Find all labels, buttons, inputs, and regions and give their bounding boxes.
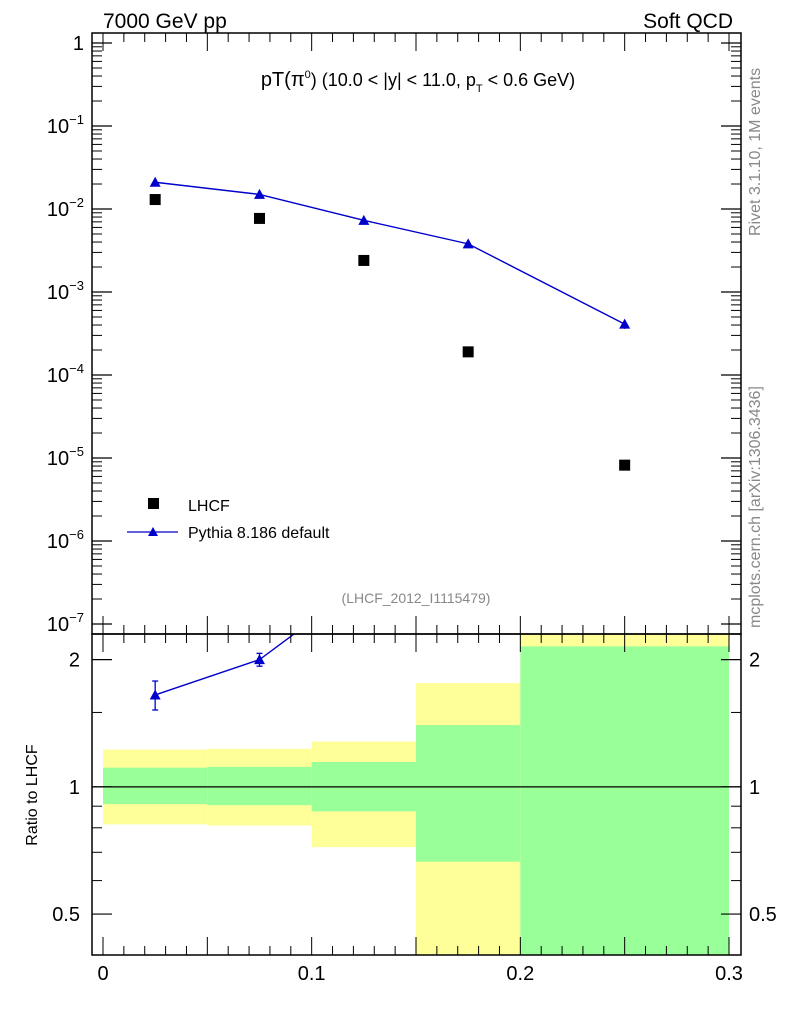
legend: LHCF Pythia 8.186 default: [127, 498, 330, 542]
main-y-tick-label: 10−2: [47, 195, 84, 221]
ratio-x-tick-label: 0.2: [506, 963, 534, 985]
main-plot: [149, 176, 631, 471]
ratio-y-tick-label: 2: [69, 650, 80, 672]
main-y-tick-label: 10−3: [47, 278, 84, 304]
ratio-pythia-line: [154, 633, 295, 696]
ratio-y-tick-label-right: 2: [749, 650, 760, 672]
legend-pythia-label: Pythia 8.186 default: [188, 525, 330, 542]
ratio-pythia-point: [149, 689, 161, 700]
pythia-point: [462, 238, 474, 249]
ratio-y-tick-label: 1: [69, 777, 80, 799]
pythia-point: [149, 176, 161, 187]
lhcf-point: [358, 254, 370, 266]
ratio-x-tick-label: 0: [97, 963, 108, 985]
lhcf-point: [254, 212, 265, 224]
ratio-band-green-1: [207, 766, 312, 806]
main-y-tick-label: 10−1: [47, 112, 84, 138]
side-label-bottom: mcplots.cern.ch [arXiv:1306.3436]: [747, 386, 764, 628]
axis-ticks: 1 10−1 10−2 10−3 10−4 10−5 10−6 10−7 0 0.1 0.2 0.3 0…: [47, 33, 777, 985]
legend-pythia-marker: [148, 527, 158, 536]
lhcf-point: [149, 194, 161, 206]
ratio-x-tick-label: 0.1: [298, 963, 326, 985]
ratio-x-tick-label: 0.3: [715, 963, 743, 985]
ratio-y-axis-label: Ratio to LHCF: [24, 744, 41, 846]
lhcf-point: [462, 346, 474, 358]
pythia-line: [155, 181, 625, 325]
pythia-point: [619, 318, 631, 329]
header-left: 7000 GeV pp: [103, 10, 227, 33]
main-y-tick-label: 10−7: [47, 610, 84, 636]
analysis-id: (LHCF_2012_I1115479): [342, 590, 491, 606]
legend-lhcf-label: LHCF: [188, 498, 230, 515]
main-y-tick-label: 1: [73, 33, 84, 55]
ratio-band-green-4: [520, 646, 729, 955]
ratio-uncertainty-bands: [92, 634, 741, 955]
ratio-plot: [149, 633, 295, 711]
header-right: Soft QCD: [643, 10, 733, 33]
side-label-top: Rivet 3.1.10, 1M events: [747, 68, 764, 236]
main-y-tick-label: 10−5: [47, 444, 84, 470]
pythia-point: [254, 188, 265, 199]
main-plot-title: pT(π0) (10.0 < |y| < 11.0, pT < 0.6 GeV): [261, 69, 575, 95]
legend-lhcf-marker: [148, 498, 159, 509]
ratio-pythia-point: [254, 654, 265, 665]
ratio-band-green-0: [103, 767, 208, 805]
main-plot-frame: [91, 32, 742, 635]
lhcf-point: [619, 459, 631, 471]
ratio-y-tick-label: 0.5: [52, 904, 80, 926]
ratio-y-tick-label-right: 0.5: [749, 904, 777, 926]
pythia-point: [358, 214, 370, 225]
ratio-band-green-3: [416, 725, 521, 862]
main-y-tick-label: 10−4: [47, 361, 84, 387]
main-y-tick-label: 10−6: [47, 527, 84, 553]
ratio-y-tick-label-right: 1: [749, 777, 760, 799]
